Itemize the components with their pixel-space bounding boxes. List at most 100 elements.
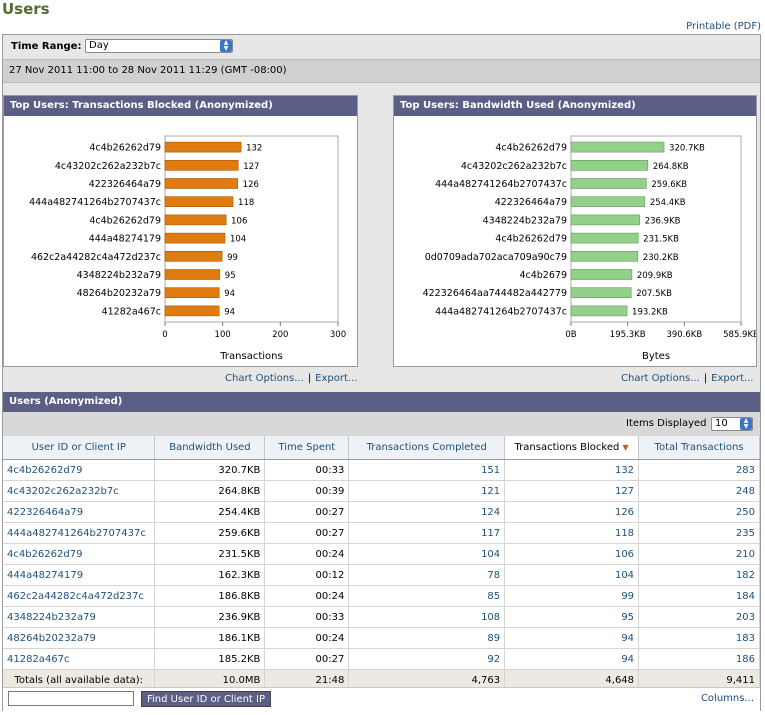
user-id-cell[interactable]: 444a482741264b2707437c — [3, 522, 156, 544]
total-cell[interactable]: 183 — [638, 627, 760, 649]
total-cell[interactable]: 186 — [638, 648, 760, 670]
category-label: 444a482741264b2707437c — [435, 179, 567, 190]
blocked-cell[interactable]: 94 — [504, 627, 640, 649]
export-link[interactable]: Export... — [711, 373, 754, 384]
total-cell[interactable]: 248 — [638, 480, 760, 502]
column-header-transactions-blocked[interactable]: Transactions Blocked ▼ — [504, 436, 640, 460]
bar — [164, 305, 220, 317]
column-header-bandwidth[interactable]: Bandwidth Used — [154, 436, 266, 460]
user-id-cell[interactable]: 422326464a79 — [3, 501, 156, 523]
users-table-title: Users (Anonymized) — [3, 392, 760, 412]
time-spent-cell: 00:27 — [264, 501, 350, 523]
bar — [164, 269, 221, 280]
bandwidth-cell: 320.7KB — [154, 459, 266, 481]
value-label: 104 — [230, 235, 246, 245]
total-cell: 9,411 — [638, 669, 760, 691]
completed-cell[interactable]: 104 — [348, 543, 506, 565]
table-row: 462c2a44282c4a472d237c 186.8KB 00:24 85 99 18… — [3, 585, 760, 607]
tick-label: 585.9KB — [723, 330, 756, 340]
bandwidth-cell: 186.8KB — [154, 585, 266, 607]
value-label: 236.9KB — [645, 216, 681, 226]
blocked-cell[interactable]: 127 — [504, 480, 640, 502]
value-label: 209.9KB — [637, 271, 673, 281]
chart-options-link[interactable]: Chart Options... — [621, 373, 700, 384]
blocked-cell[interactable]: 99 — [504, 585, 640, 607]
category-label: 462c2a44282c4a472d237c — [31, 252, 161, 263]
completed-cell[interactable]: 124 — [348, 501, 506, 523]
total-cell[interactable]: 283 — [638, 459, 760, 481]
value-label: 126 — [243, 180, 259, 190]
chart-options-link[interactable]: Chart Options... — [225, 373, 304, 384]
blocked-cell[interactable]: 104 — [504, 564, 640, 586]
category-label: 4348224b232a79 — [483, 215, 567, 226]
value-label: 94 — [224, 307, 235, 317]
column-header-total-transactions[interactable]: Total Transactions — [638, 436, 760, 460]
items-displayed-value: 10 — [715, 418, 728, 429]
category-label: 444a482741264b2707437c — [435, 306, 567, 317]
category-label: 4348224b232a79 — [77, 270, 161, 281]
user-id-cell[interactable]: 462c2a44282c4a472d237c — [3, 585, 156, 607]
total-cell[interactable]: 235 — [638, 522, 760, 544]
find-user-input[interactable] — [8, 691, 134, 706]
bandwidth-cell: 10.0MB — [154, 669, 266, 691]
items-displayed-label: Items Displayed — [626, 418, 707, 429]
select-arrows-icon: ▲ ▼ — [740, 418, 752, 430]
total-cell[interactable]: 184 — [638, 585, 760, 607]
select-arrows-icon: ▲ ▼ — [220, 40, 232, 52]
time-range-select[interactable]: Day ▲ ▼ — [85, 39, 233, 53]
items-displayed-row: Items Displayed 10 ▲ ▼ — [3, 412, 760, 436]
blocked-cell[interactable]: 95 — [504, 606, 640, 628]
printable-pdf-link[interactable]: Printable (PDF) — [686, 21, 761, 32]
blocked-cell[interactable]: 118 — [504, 522, 640, 544]
bar — [164, 251, 223, 262]
time-spent-cell: 00:24 — [264, 627, 350, 649]
tick-label: 100 — [215, 330, 231, 340]
category-label: 4c4b2679 — [519, 270, 567, 281]
time-spent-cell: 00:33 — [264, 606, 350, 628]
chart-title-blocked: Top Users: Transactions Blocked (Anonymi… — [4, 96, 357, 116]
user-id-cell[interactable]: 4c43202c262a232b7c — [3, 480, 156, 502]
total-cell[interactable]: 250 — [638, 501, 760, 523]
tick-label: 0B — [565, 330, 576, 340]
total-cell[interactable]: 203 — [638, 606, 760, 628]
value-label: 207.5KB — [636, 289, 672, 299]
user-id-cell[interactable]: 41282a467c — [3, 648, 156, 670]
blocked-cell[interactable]: 94 — [504, 648, 640, 670]
chart-links-blocked: Chart Options... | Export... — [225, 373, 358, 384]
find-user-button[interactable]: Find User ID or Client IP — [141, 691, 271, 707]
user-id-cell[interactable]: 48264b20232a79 — [3, 627, 156, 649]
column-header-time-spent[interactable]: Time Spent — [264, 436, 350, 460]
total-cell[interactable]: 182 — [638, 564, 760, 586]
table-row: 444a48274179 162.3KB 00:12 78 104 182 — [3, 564, 760, 586]
value-label: 118 — [238, 198, 254, 208]
completed-cell[interactable]: 85 — [348, 585, 506, 607]
blocked-cell[interactable]: 132 — [504, 459, 640, 481]
total-cell[interactable]: 210 — [638, 543, 760, 565]
blocked-cell[interactable]: 126 — [504, 501, 640, 523]
user-id-cell[interactable]: 4c4b26262d79 — [3, 543, 156, 565]
completed-cell[interactable]: 108 — [348, 606, 506, 628]
columns-link[interactable]: Columns... — [700, 693, 754, 704]
column-header-transactions-completed[interactable]: Transactions Completed — [348, 436, 506, 460]
user-id-cell[interactable]: 4c4b26262d79 — [3, 459, 156, 481]
completed-cell[interactable]: 151 — [348, 459, 506, 481]
completed-cell[interactable]: 78 — [348, 564, 506, 586]
bandwidth-cell: 236.9KB — [154, 606, 266, 628]
export-link[interactable]: Export... — [315, 373, 358, 384]
bar — [570, 214, 641, 226]
user-id-cell: Totals (all available data): — [3, 669, 156, 691]
completed-cell[interactable]: 117 — [348, 522, 506, 544]
bandwidth-cell: 186.1KB — [154, 627, 266, 649]
items-displayed-select[interactable]: 10 ▲ ▼ — [711, 417, 753, 431]
column-header-user-id[interactable]: User ID or Client IP — [3, 436, 156, 460]
completed-cell[interactable]: 121 — [348, 480, 506, 502]
bar — [570, 159, 649, 171]
user-id-cell[interactable]: 4348224b232a79 — [3, 606, 156, 628]
bar — [164, 141, 242, 153]
category-label: 48264b20232a79 — [77, 288, 161, 299]
user-id-cell[interactable]: 444a48274179 — [3, 564, 156, 586]
completed-cell[interactable]: 92 — [348, 648, 506, 670]
blocked-cell[interactable]: 106 — [504, 543, 640, 565]
completed-cell[interactable]: 89 — [348, 627, 506, 649]
time-spent-cell: 00:33 — [264, 459, 350, 481]
